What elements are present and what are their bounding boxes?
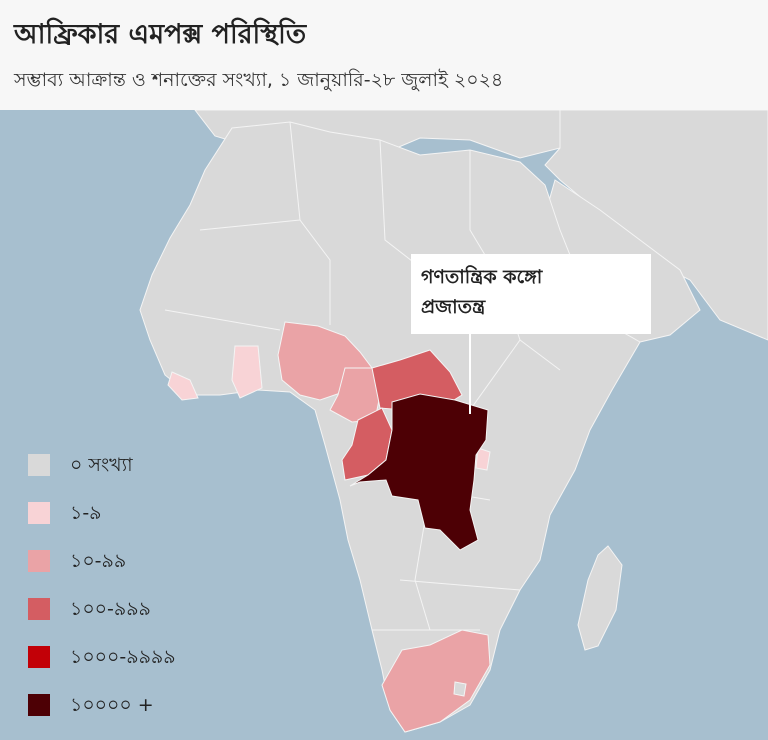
legend-swatch-2: [28, 550, 50, 572]
callout-line-1: গণতান্ত্রিক কঙ্গো: [421, 266, 543, 288]
drc-callout: গণতান্ত্রিক কঙ্গো প্রজাতন্ত্র: [411, 254, 651, 334]
country-rwanda-burundi: [475, 447, 491, 471]
country-lesotho: [453, 681, 467, 697]
page-subtitle: সম্ভাব্য আক্রান্ত ও শনাক্তের সংখ্যা, ১ জ…: [14, 69, 504, 91]
country-car: [371, 349, 463, 411]
africa-map: [0, 110, 768, 740]
legend-label-3: ১০০-৯৯৯: [70, 598, 151, 620]
legend-label-5: ১০০০০ +: [70, 694, 154, 716]
map-svg: [0, 110, 768, 740]
legend-label-1: ১-৯: [70, 502, 102, 524]
legend-label-2: ১০-৯৯: [70, 550, 127, 572]
country-liberia: [167, 371, 199, 401]
country-south-africa: [381, 629, 491, 733]
legend-swatch-5: [28, 694, 50, 716]
legend-swatch-3: [28, 598, 50, 620]
country-drc: [349, 393, 489, 551]
legend-swatch-0: [28, 454, 50, 476]
country-ghana: [231, 345, 263, 399]
callout-pointer-line: [469, 334, 471, 414]
land-madagascar: [577, 545, 623, 651]
legend-label-0: ০ সংখ্যা: [70, 454, 133, 476]
legend-swatch-4: [28, 646, 50, 668]
callout-line-2: প্রজাতন্ত্র: [421, 296, 486, 318]
header: আফ্রিকার এমপক্স পরিস্থিতি সম্ভাব্য আক্রা…: [0, 0, 768, 110]
legend-swatch-1: [28, 502, 50, 524]
legend-label-4: ১০০০-৯৯৯৯: [70, 646, 176, 668]
page-title: আফ্রিকার এমপক্স পরিস্থিতি: [14, 19, 307, 50]
